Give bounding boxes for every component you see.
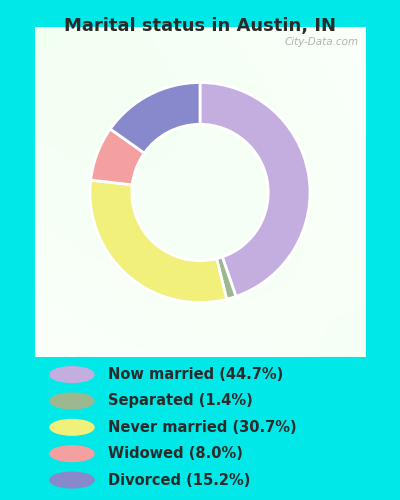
Wedge shape — [90, 180, 227, 302]
Circle shape — [50, 420, 94, 435]
Text: City-Data.com: City-Data.com — [284, 38, 358, 48]
Circle shape — [50, 367, 94, 382]
Text: Widowed (8.0%): Widowed (8.0%) — [108, 446, 243, 461]
Wedge shape — [216, 257, 236, 299]
Text: Now married (44.7%): Now married (44.7%) — [108, 367, 283, 382]
Circle shape — [50, 393, 94, 409]
Text: Never married (30.7%): Never married (30.7%) — [108, 420, 297, 435]
Circle shape — [50, 472, 94, 488]
Wedge shape — [200, 82, 310, 296]
Text: Divorced (15.2%): Divorced (15.2%) — [108, 472, 250, 488]
Wedge shape — [91, 129, 144, 185]
Text: Marital status in Austin, IN: Marital status in Austin, IN — [64, 18, 336, 36]
Wedge shape — [110, 82, 200, 153]
Circle shape — [50, 446, 94, 462]
Text: Separated (1.4%): Separated (1.4%) — [108, 394, 253, 408]
